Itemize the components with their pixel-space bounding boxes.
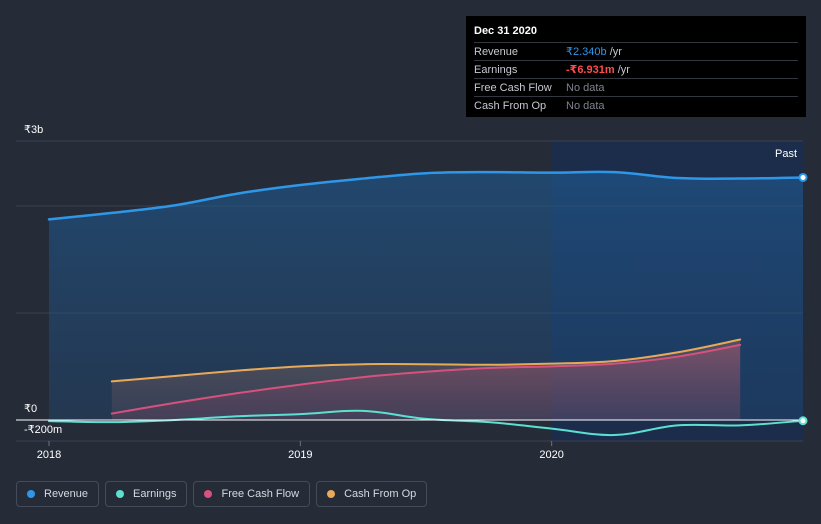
revenue-area bbox=[49, 171, 803, 420]
tooltip-label: Free Cash Flow bbox=[474, 81, 552, 94]
series-endpoints bbox=[798, 172, 808, 426]
past-label: Past bbox=[775, 148, 797, 160]
fcf-area bbox=[111, 344, 741, 420]
revenue-line bbox=[47, 170, 805, 221]
legend-item-revenue[interactable]: Revenue bbox=[16, 481, 100, 507]
legend-item-earnings[interactable]: Earnings bbox=[105, 481, 188, 507]
tooltip-value: No data bbox=[566, 99, 605, 112]
tooltip-value: No data bbox=[566, 81, 605, 94]
y-label-zero: ₹0 bbox=[24, 403, 37, 415]
tooltip-date: Dec 31 2020 bbox=[474, 25, 537, 37]
fcf-line bbox=[110, 343, 742, 415]
cfo-line bbox=[110, 338, 742, 383]
earnings-endpoint bbox=[798, 416, 808, 426]
cash-from-op-dot-icon bbox=[327, 490, 336, 498]
tooltip-row-revenue: Revenue ₹2.340b /yr bbox=[474, 42, 798, 60]
tooltip-row-fcf: Free Cash Flow No data bbox=[474, 78, 798, 96]
legend-item-free-cash-flow[interactable]: Free Cash Flow bbox=[193, 481, 311, 507]
legend-label: Free Cash Flow bbox=[221, 488, 300, 500]
y-label-top: ₹3b bbox=[24, 124, 43, 136]
legend-item-cash-from-op[interactable]: Cash From Op bbox=[316, 481, 428, 507]
x-axis-ticks: 2018 2019 2020 bbox=[37, 441, 564, 461]
x-tick-label: 2019 bbox=[288, 449, 312, 461]
legend-label: Cash From Op bbox=[344, 488, 417, 500]
tooltip: Dec 31 2020 Revenue ₹2.340b /yr Earnings… bbox=[466, 16, 806, 117]
legend: Revenue Earnings Free Cash Flow Cash Fro… bbox=[16, 481, 428, 507]
free-cash-flow-dot-icon bbox=[204, 490, 213, 498]
earnings-dot-icon bbox=[116, 490, 125, 498]
revenue-dot-icon bbox=[27, 490, 35, 498]
tooltip-row-cfo: Cash From Op No data bbox=[474, 96, 798, 114]
series-areas bbox=[49, 171, 803, 420]
tooltip-row-earnings: Earnings -₹6.931m /yr bbox=[474, 60, 798, 78]
tooltip-label: Revenue bbox=[474, 45, 519, 58]
legend-label: Earnings bbox=[133, 488, 177, 500]
legend-label: Revenue bbox=[44, 488, 89, 500]
tooltip-label: Cash From Op bbox=[474, 99, 547, 112]
x-tick-label: 2018 bbox=[37, 449, 61, 461]
x-tick-label: 2020 bbox=[539, 449, 563, 461]
tooltip-value: ₹2.340b /yr bbox=[566, 46, 622, 58]
revenue-endpoint bbox=[798, 172, 808, 182]
tooltip-label: Earnings bbox=[474, 63, 518, 76]
y-label-bottom: -₹200m bbox=[24, 424, 62, 436]
tooltip-value: -₹6.931m /yr bbox=[566, 64, 630, 76]
